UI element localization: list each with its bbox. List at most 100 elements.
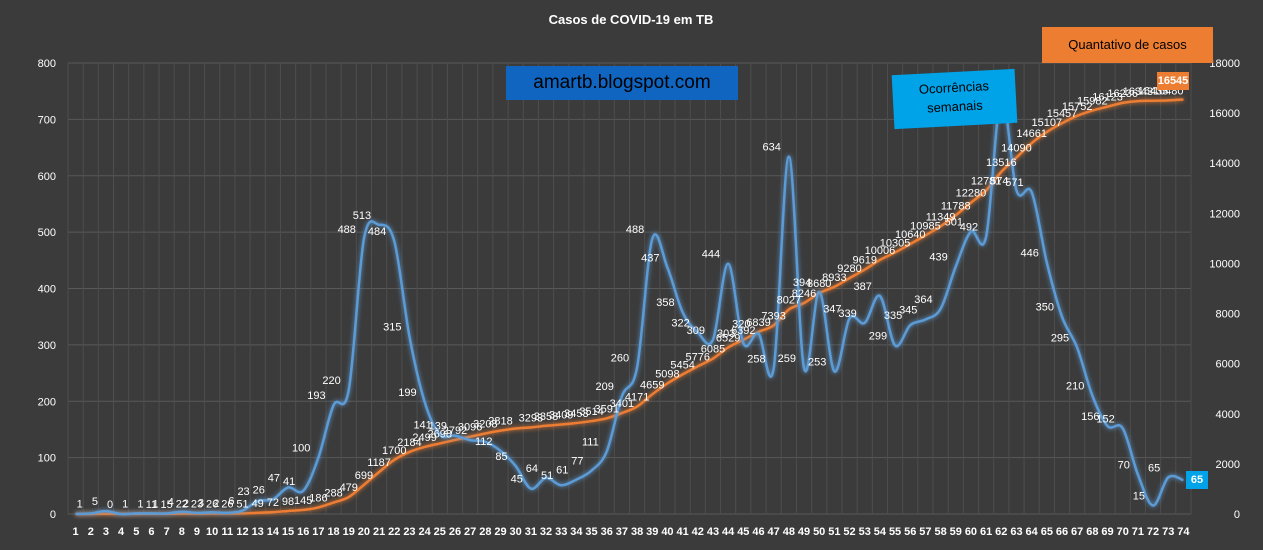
right-axis-tick: 6000 <box>1216 359 1240 371</box>
x-axis-tick: 38 <box>631 526 643 538</box>
data-label-ocorrencias: 3 <box>198 497 204 509</box>
data-label-ocorrencias: 322 <box>671 317 689 329</box>
x-axis-tick: 10 <box>206 526 218 538</box>
data-label-quantativo: 186 <box>309 492 327 504</box>
x-axis-tick: 62 <box>995 526 1007 538</box>
data-label-ocorrencias: 358 <box>656 297 674 309</box>
data-label-quantativo: 3293 <box>519 412 543 424</box>
x-axis-tick: 60 <box>965 526 977 538</box>
x-axis-tick: 49 <box>798 526 810 538</box>
data-label-ocorrencias: 315 <box>383 321 401 333</box>
x-axis-tick: 68 <box>1086 526 1098 538</box>
data-label-quantativo: 3401 <box>610 398 634 410</box>
data-label-ocorrencias: 152 <box>1096 413 1114 425</box>
data-label-ocorrencias: 2 <box>213 498 219 510</box>
data-label-ocorrencias: 387 <box>854 281 872 293</box>
x-axis-tick: 27 <box>464 526 476 538</box>
x-axis-tick: 1 <box>73 526 79 538</box>
x-axis-tick: 64 <box>1026 526 1039 538</box>
data-label-ocorrencias: 571 <box>1005 177 1023 189</box>
left-axis-tick: 400 <box>38 284 56 296</box>
line-ocorrencias <box>75 95 1184 516</box>
data-label-quantativo: 145 <box>294 495 312 507</box>
data-label-quantativo: 16343 <box>1123 86 1154 98</box>
data-label-quantativo: 8933 <box>822 272 846 284</box>
data-label-ocorrencias: 345 <box>899 305 917 317</box>
x-axis-tick: 26 <box>449 526 461 538</box>
data-label-ocorrencias: 1 <box>122 498 128 510</box>
data-label-quantativo: 6392 <box>731 325 755 337</box>
data-label-quantativo: 98 <box>282 496 294 508</box>
right-axis-tick: 0 <box>1234 509 1240 521</box>
x-axis-tick: 17 <box>312 526 324 538</box>
right-axis-tick: 8000 <box>1216 309 1240 321</box>
data-label-ocorrencias: 295 <box>1051 333 1069 345</box>
data-label-ocorrencias: 309 <box>687 325 705 337</box>
data-label-ocorrencias: 513 <box>353 210 371 222</box>
data-label-quantativo: 10640 <box>895 229 926 241</box>
x-axis-tick: 21 <box>373 526 385 538</box>
right-axis-tick: 2000 <box>1216 459 1240 471</box>
data-label-quantativo: 15982 <box>1077 96 1108 108</box>
left-axis-tick: 300 <box>38 340 56 352</box>
data-label-quantativo: 7393 <box>761 310 785 322</box>
chart-title: Casos de COVID-19 em TB <box>549 12 714 27</box>
data-label-ocorrencias: 209 <box>596 381 614 393</box>
data-label-quantativo: 16123 <box>1092 92 1123 104</box>
data-label-ocorrencias: 61 <box>556 465 568 477</box>
data-label-quantativo: 2818 <box>488 416 512 428</box>
data-label-ocorrencias: 347 <box>823 303 841 315</box>
data-label-quantativo: 5454 <box>670 359 694 371</box>
x-axis-tick: 35 <box>585 526 597 538</box>
left-axis-tick: 700 <box>38 114 56 126</box>
data-label-quantativo: 3358 <box>534 411 558 423</box>
data-label-quantativo: 22 <box>176 499 188 511</box>
data-label-quantativo: 10305 <box>880 237 911 249</box>
data-label-quantativo: 3453 <box>564 408 588 420</box>
data-label-ocorrencias: 2 <box>183 498 189 510</box>
data-label-quantativo: 12280 <box>956 188 987 200</box>
data-label-quantativo: 3591 <box>594 403 618 415</box>
data-label-quantativo: 10985 <box>910 220 941 232</box>
data-label-quantativo: 5776 <box>686 351 710 363</box>
data-label-ocorrencias: 47 <box>268 473 280 485</box>
data-label-ocorrencias: 444 <box>702 249 720 261</box>
data-label-ocorrencias: 446 <box>1020 248 1038 260</box>
data-label-quantativo: 11 <box>146 499 157 511</box>
x-axis-tick: 51 <box>828 526 840 538</box>
x-axis-tick: 74 <box>1177 526 1190 538</box>
data-label-ocorrencias: 70 <box>1118 460 1130 472</box>
data-label-ocorrencias: 439 <box>929 252 947 264</box>
x-axis-tick: 47 <box>768 526 780 538</box>
x-axis-tick: 65 <box>1041 526 1053 538</box>
x-axis-tick: 12 <box>236 526 248 538</box>
legend-ocorrencias-text: Ocorrências semanais <box>918 78 990 116</box>
data-label-quantativo: 72 <box>267 497 279 509</box>
x-axis-tick: 70 <box>1117 526 1129 538</box>
x-axis-tick: 45 <box>737 526 749 538</box>
x-axis-tick: 31 <box>525 526 537 538</box>
left-axis-ticks: 0 100 200 300 400 500 600 700 800 <box>38 58 56 521</box>
data-label-ocorrencias: 5 <box>92 496 98 508</box>
data-label-quantativo: 2184 <box>397 437 421 449</box>
data-label-quantativo: 288 <box>324 488 342 500</box>
x-axis-tick: 34 <box>570 526 583 538</box>
data-label-ocorrencias: 199 <box>398 387 416 399</box>
data-label-quantativo: 13516 <box>986 157 1017 169</box>
data-label-ocorrencias: 335 <box>884 310 902 322</box>
data-label-ocorrencias: 6 <box>228 496 234 508</box>
x-axis-tick: 42 <box>692 526 704 538</box>
x-axis-tick: 69 <box>1101 526 1113 538</box>
data-label-ocorrencias: 26 <box>253 484 265 496</box>
data-label-ocorrencias: 488 <box>338 224 356 236</box>
data-label-quantativo: 49 <box>252 498 264 510</box>
data-label-ocorrencias: 23 <box>237 486 249 498</box>
data-label-ocorrencias: 260 <box>611 352 629 364</box>
data-label-quantativo: 2698 <box>428 428 452 440</box>
data-label-ocorrencias: 437 <box>641 253 659 265</box>
x-axis-tick: 43 <box>707 526 719 538</box>
right-axis-tick: 14000 <box>1209 158 1240 170</box>
data-label-ocorrencias: 259 <box>778 353 796 365</box>
data-label-quantativo: 2792 <box>443 425 467 437</box>
data-label-ocorrencias: 193 <box>307 390 325 402</box>
